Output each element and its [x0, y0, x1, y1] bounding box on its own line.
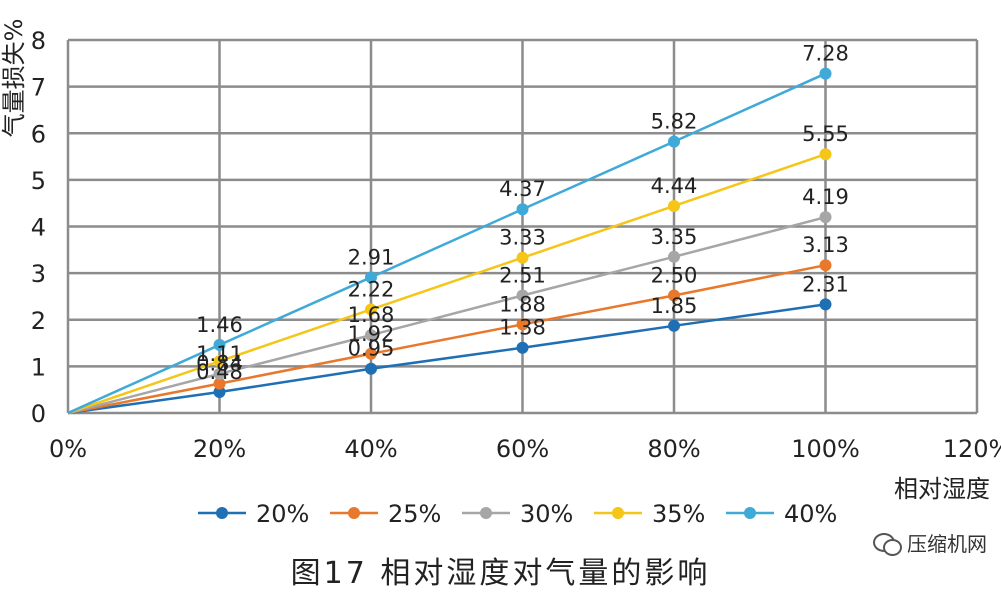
data-point: [365, 362, 377, 375]
data-point: [365, 347, 377, 360]
data-point: [213, 338, 226, 351]
legend-marker: [480, 507, 492, 519]
legend-label: 25%: [388, 500, 441, 528]
data-point: [365, 271, 377, 284]
data-label: 3.33: [499, 226, 546, 250]
data-label: 1.38: [499, 316, 546, 340]
y-tick-label: 6: [31, 120, 46, 148]
y-tick-label: 2: [31, 307, 46, 335]
data-point: [365, 303, 377, 316]
y-tick-label: 0: [31, 400, 46, 428]
y-tick-label: 4: [31, 214, 46, 242]
data-label: 4.19: [802, 185, 849, 209]
y-tick-label: 3: [31, 260, 46, 288]
series-line-25%: [67, 263, 826, 415]
legend-label: 20%: [256, 500, 309, 528]
data-label: 1.88: [499, 292, 546, 316]
x-tick-label: 120%: [943, 435, 1001, 463]
data-label: 2.31: [802, 272, 849, 296]
x-tick-label: 100%: [791, 435, 860, 463]
data-label: 2.51: [499, 264, 546, 288]
data-label: 0.48: [196, 360, 243, 384]
data-label: 2.22: [348, 277, 395, 301]
x-tick-label: 60%: [496, 435, 549, 463]
legend-label: 35%: [652, 500, 705, 528]
wechat-icon: [873, 531, 902, 556]
data-point: [516, 251, 529, 264]
data-label: 1.11: [196, 342, 243, 366]
data-point: [516, 341, 529, 354]
data-label: 7.28: [802, 42, 849, 66]
data-labels: 0.48 0.95 1.38 1.85 2.31 0.84 1.92 1.88 2.50 3.13…: [196, 42, 849, 384]
y-tick-label: 8: [31, 27, 46, 55]
legend-marker: [348, 507, 360, 519]
y-tick-label: 5: [31, 167, 46, 195]
y-axis-ticks: 0 1 2 3 4 5 6 7 8: [31, 27, 46, 428]
data-point: [516, 203, 529, 216]
legend-marker: [216, 507, 228, 519]
data-point: [819, 259, 832, 272]
series-line-35%: [67, 153, 826, 415]
data-point: [213, 377, 226, 390]
series-line-20%: [67, 303, 826, 415]
data-point: [819, 211, 832, 224]
data-point: [213, 355, 226, 368]
legend-label: 30%: [520, 500, 573, 528]
data-label: 1.68: [348, 303, 395, 327]
data-label: 3.35: [651, 225, 698, 249]
y-tick-label: 7: [31, 74, 46, 102]
data-point: [213, 386, 226, 399]
data-point: [668, 135, 680, 148]
x-tick-label: 40%: [344, 435, 397, 463]
data-point: [516, 318, 529, 331]
figure-caption: 图17 相对湿度对气量的影响: [290, 556, 711, 591]
series-line-40%: [67, 72, 827, 415]
legend-marker: [744, 507, 756, 519]
x-axis-title: 相对湿度: [894, 475, 990, 503]
data-point: [668, 289, 680, 302]
x-tick-label: 0%: [49, 435, 87, 463]
data-label: 0.95: [348, 337, 395, 361]
watermark-text: 压缩机网: [907, 532, 987, 556]
y-axis-title: 气量损失%: [0, 19, 28, 138]
x-tick-label: 20%: [193, 435, 246, 463]
legend-label: 40%: [784, 500, 837, 528]
data-point: [819, 67, 832, 80]
data-point: [668, 199, 680, 212]
data-point: [819, 148, 832, 161]
data-label: 1.85: [651, 294, 698, 318]
y-tick-label: 1: [31, 353, 46, 381]
line-chart: 0 1 2 3 4 5 6 7 8 0% 20% 40% 60% 80% 100% 120% 0.48 0.9…: [0, 19, 1001, 528]
data-label: 2.50: [651, 264, 698, 288]
x-tick-label: 80%: [647, 435, 700, 463]
data-point: [213, 367, 226, 380]
data-label: 1.46: [196, 313, 243, 337]
data-point: [668, 250, 680, 263]
x-axis-ticks: 0% 20% 40% 60% 80% 100% 120%: [49, 435, 1001, 463]
series-line-30%: [67, 215, 826, 415]
legend-marker: [612, 507, 624, 519]
watermark: 压缩机网: [873, 528, 987, 557]
legend: 20% 25% 30% 35% 40%: [198, 500, 837, 528]
data-label: 1.92: [348, 322, 395, 346]
data-label: 5.55: [802, 122, 849, 146]
data-point: [819, 298, 832, 311]
data-point: [668, 319, 680, 332]
data-label: 0.84: [196, 352, 243, 376]
data-label: 3.13: [802, 233, 849, 257]
series-lines: [67, 67, 832, 415]
grid-lines: [66, 38, 979, 415]
data-label: 2.91: [348, 245, 395, 269]
data-point: [516, 289, 529, 302]
data-label: 5.82: [651, 110, 698, 134]
data-point: [365, 329, 377, 342]
data-label: 4.37: [499, 177, 546, 201]
data-label: 4.44: [651, 174, 698, 198]
